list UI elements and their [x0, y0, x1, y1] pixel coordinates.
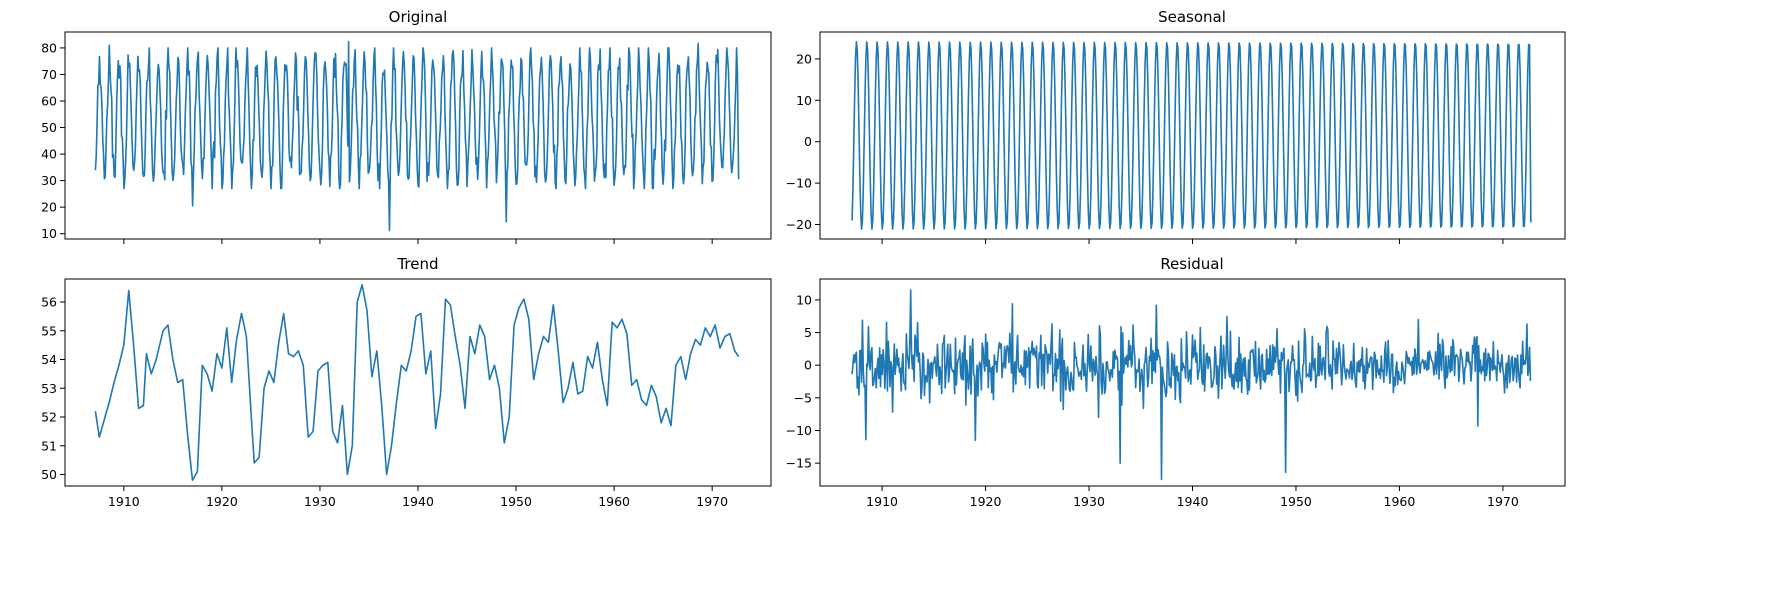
x-tick-label: 1950	[500, 494, 532, 509]
axes-frame	[819, 278, 1566, 487]
y-tick-label: 40	[41, 147, 57, 162]
x-tick-label: 1910	[108, 494, 140, 509]
series-line	[851, 41, 1532, 230]
axes-frame	[64, 278, 772, 487]
panel-title: Residual	[1160, 255, 1223, 273]
series-line	[94, 283, 740, 482]
plot-area	[94, 40, 740, 232]
y-tick-label: 5	[804, 325, 812, 340]
y-tick-label: 0	[804, 358, 812, 373]
y-tick-label: 10	[796, 292, 812, 307]
y-tick-label: 56	[41, 295, 57, 310]
y-tick-label: 53	[41, 381, 57, 396]
x-tick-label: 1960	[1384, 494, 1416, 509]
x-tick-label: 1940	[1177, 494, 1209, 509]
x-tick-label: 1970	[1487, 494, 1519, 509]
x-tick-label: 1920	[970, 494, 1002, 509]
panel-title: Original	[389, 8, 448, 26]
y-tick-label: 20	[41, 200, 57, 215]
x-tick-label: 1910	[866, 494, 898, 509]
panel-residual: Residual −15 −10 −5 0 5 10 1910 1920 1930 1940 195…	[786, 255, 1566, 509]
panel-seasonal: Seasonal −20 −10 0 10 20	[786, 8, 1566, 244]
x-tick-label: 1960	[598, 494, 630, 509]
y-tick-label: 60	[41, 94, 57, 109]
x-tick-label: 1930	[304, 494, 336, 509]
series-line	[94, 40, 740, 232]
y-tick-label: −5	[794, 390, 812, 405]
x-tick-label: 1930	[1073, 494, 1105, 509]
y-tick-label: 50	[41, 467, 57, 482]
panel-title: Trend	[396, 255, 438, 273]
x-tick-label: 1970	[696, 494, 728, 509]
y-tick-label: 10	[41, 226, 57, 241]
plot-area	[851, 41, 1532, 230]
y-tick-label: −20	[786, 217, 812, 232]
panel-trend: Trend 50 51 52 53 54 55 56 1910 1920 1930 1940 1950…	[41, 255, 772, 509]
y-tick-label: 80	[41, 40, 57, 55]
y-tick-label: 30	[41, 173, 57, 188]
y-tick-label: 0	[804, 134, 812, 149]
y-tick-label: 70	[41, 67, 57, 82]
y-tick-label: 52	[41, 410, 57, 425]
panel-title: Seasonal	[1158, 8, 1226, 26]
y-tick-label: 55	[41, 323, 57, 338]
y-tick-label: 10	[796, 93, 812, 108]
y-tick-label: 54	[41, 352, 57, 367]
y-tick-label: 20	[796, 51, 812, 66]
series-line	[851, 289, 1532, 481]
plot-area	[94, 283, 740, 482]
y-tick-label: 51	[41, 438, 57, 453]
x-tick-label: 1940	[402, 494, 434, 509]
plot-area	[851, 289, 1532, 481]
y-tick-label: −15	[786, 456, 812, 471]
y-tick-label: 50	[41, 120, 57, 135]
x-tick-label: 1920	[206, 494, 238, 509]
y-tick-label: −10	[786, 423, 812, 438]
panel-original: Original 10 20 30 40 50 60 70 80	[41, 8, 772, 244]
x-tick-label: 1950	[1280, 494, 1312, 509]
y-tick-label: −10	[786, 176, 812, 191]
